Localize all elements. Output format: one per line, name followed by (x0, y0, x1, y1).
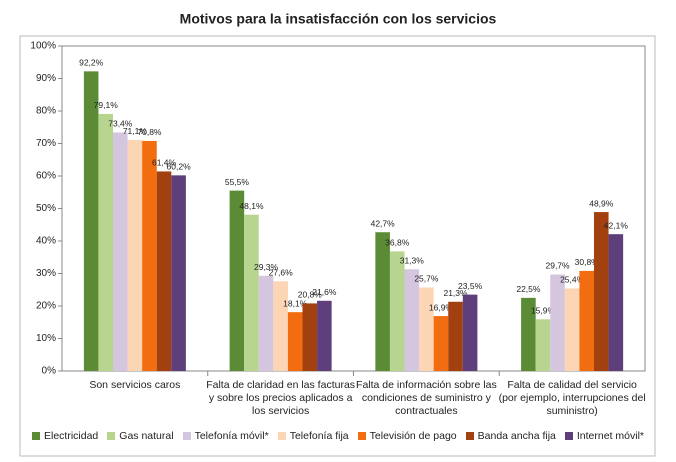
value-label: 42,1% (604, 220, 629, 230)
value-label: 23,5% (458, 281, 483, 291)
bar (98, 113, 114, 372)
legend-label: Televisión de pago (369, 430, 457, 442)
bar (244, 214, 259, 371)
value-label: 48,9% (589, 198, 614, 208)
legend-item: Electricidad (32, 430, 98, 442)
y-tick-label: 10% (36, 333, 56, 344)
chart-frame (19, 35, 656, 457)
x-tick-label: Falta de información sobre las condicion… (356, 379, 497, 417)
y-tick-label: 80% (36, 106, 56, 117)
bar (550, 274, 565, 371)
legend-label: Telefonía fija (289, 430, 349, 442)
bar (433, 316, 449, 371)
value-label: 20,8% (298, 290, 323, 300)
value-label: 25,4% (560, 275, 585, 285)
legend-item: Internet móvil* (564, 430, 644, 442)
legend: Electricidad Gas natural Telefonía móvil* T… (20, 430, 656, 442)
value-label: 42,7% (371, 218, 396, 228)
value-label: 92,2% (79, 58, 104, 68)
bar (287, 312, 303, 371)
bar (273, 281, 288, 371)
bar (579, 270, 594, 371)
x-tick-label: Falta de calidad del servicio (por ejemp… (498, 379, 646, 417)
value-label: 36,8% (385, 238, 410, 248)
legend-item: Gas natural (107, 430, 174, 442)
bar (389, 251, 405, 371)
bar (127, 139, 143, 371)
legend-item: Telefonía móvil* (182, 430, 269, 442)
bar (171, 175, 186, 371)
legend-swatch (32, 432, 40, 440)
y-tick-label: 50% (36, 203, 56, 214)
bar (317, 300, 332, 371)
value-label: 79,1% (94, 100, 119, 110)
value-label: 30,8% (575, 257, 600, 267)
legend-label: Gas natural (119, 430, 174, 442)
value-label: 73,4% (108, 119, 133, 129)
bar (419, 287, 434, 371)
value-label: 27,6% (269, 268, 294, 278)
bar (564, 288, 580, 371)
bar (593, 212, 609, 371)
value-label: 71,1% (123, 126, 148, 136)
bar (258, 275, 274, 371)
legend-swatch (182, 432, 191, 440)
bar (375, 232, 390, 371)
bar (156, 171, 172, 371)
legend-item: Banda ancha fija (465, 430, 556, 442)
legend-item: Televisión de pago (357, 430, 457, 442)
value-label: 22,5% (516, 284, 541, 294)
bar (462, 294, 478, 371)
value-label: 29,7% (545, 261, 570, 271)
bar (142, 140, 157, 371)
legend-swatch (277, 432, 286, 440)
legend-swatch (564, 432, 573, 440)
bar (521, 297, 536, 371)
value-label: 31,3% (400, 256, 425, 266)
y-tick-label: 40% (36, 236, 56, 247)
y-tick-label: 30% (36, 268, 56, 279)
bar (113, 132, 128, 371)
bar (302, 303, 318, 371)
bar (608, 234, 624, 371)
value-label: 21,3% (443, 288, 468, 298)
value-label: 15,9% (531, 306, 556, 316)
value-label: 25,7% (414, 274, 439, 284)
legend-label: Internet móvil* (576, 430, 644, 442)
y-tick-label: 90% (36, 73, 56, 84)
y-tick-label: 20% (36, 301, 56, 312)
chart-title: Motivos para la insatisfacción con los s… (180, 11, 497, 27)
bar (83, 71, 99, 371)
legend-swatch (357, 432, 366, 440)
bar (448, 301, 463, 371)
legend-label: Telefonía móvil* (194, 430, 269, 442)
legend-swatch (107, 432, 116, 440)
value-label: 55,5% (225, 177, 250, 187)
legend-label: Electricidad (44, 430, 99, 442)
legend-swatch (465, 432, 474, 440)
legend-label: Banda ancha fija (477, 430, 556, 442)
y-tick-label: 60% (36, 171, 56, 182)
value-label: 70,8% (137, 127, 162, 137)
y-tick-label: 100% (30, 41, 56, 52)
bar (535, 319, 551, 371)
value-label: 48,1% (239, 201, 264, 211)
value-label: 60,2% (167, 162, 192, 172)
value-label: 18,1% (283, 298, 308, 308)
value-label: 61,4% (152, 158, 177, 168)
bar (404, 269, 420, 371)
x-tick-label: Falta de claridad en las facturas y sobr… (206, 379, 356, 417)
x-tick-label: Son servicios caros (89, 379, 181, 391)
y-tick-label: 70% (36, 138, 56, 149)
y-tick-label: 0% (42, 366, 57, 377)
bar (229, 190, 245, 371)
value-label: 16,9% (429, 302, 454, 312)
value-label: 29,3% (254, 262, 279, 272)
legend-item: Telefonía fija (277, 430, 349, 442)
value-label: 21,6% (312, 287, 337, 297)
